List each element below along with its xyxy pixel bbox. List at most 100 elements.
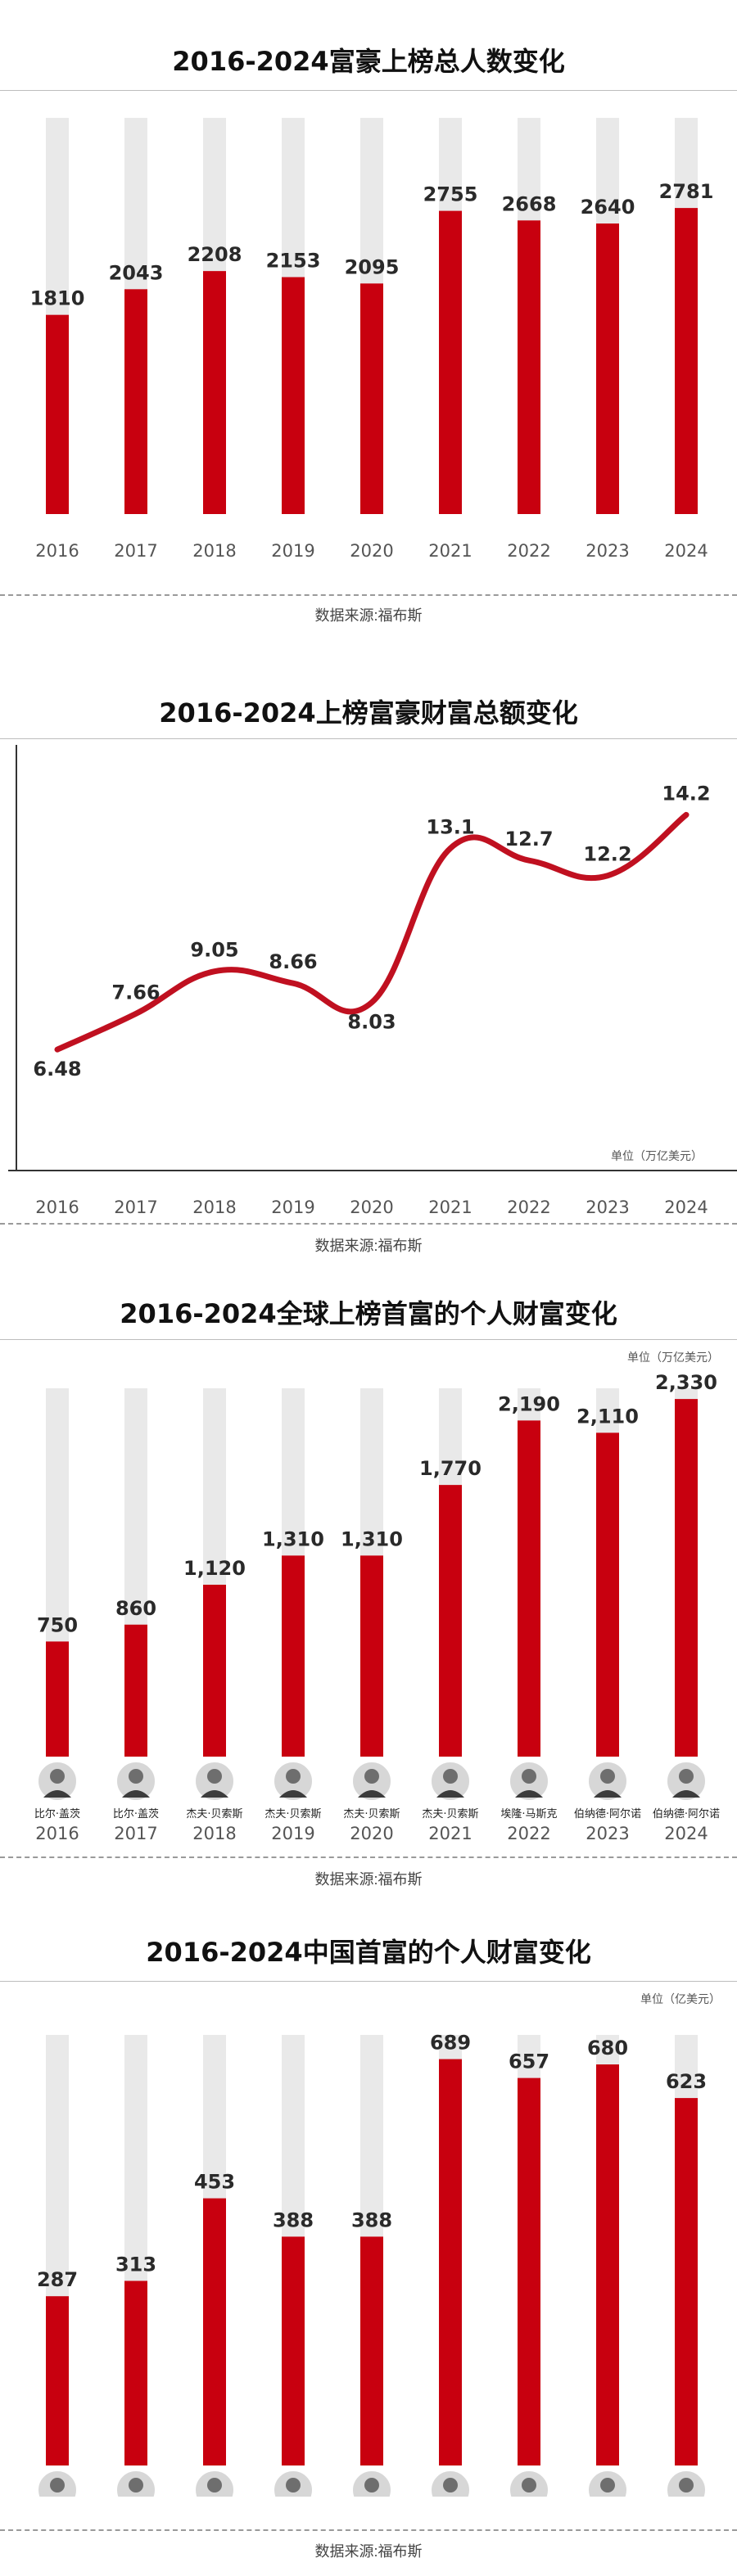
data-label: 1,770 — [419, 1457, 482, 1480]
x-tick-label: 2023 — [586, 541, 629, 561]
portrait-body-icon — [201, 1790, 228, 1798]
source-note: 数据来源:福布斯 — [314, 607, 423, 624]
unit-label: 单位（亿美元） — [640, 1992, 721, 2005]
data-label: 287 — [37, 2268, 78, 2291]
x-tick-label: 2016 — [35, 1198, 79, 1217]
person-name: 埃隆·马斯克 — [500, 1808, 557, 1820]
bar — [439, 2059, 462, 2465]
series-line — [54, 811, 690, 1053]
x-tick-label: 2024 — [664, 541, 708, 561]
bar — [518, 220, 540, 514]
portrait-head-icon — [600, 1769, 615, 1784]
bar — [439, 210, 462, 514]
data-label: 689 — [430, 2032, 471, 2055]
portrait-head-icon — [50, 1769, 65, 1784]
data-label: 2208 — [188, 243, 242, 266]
data-label: 2781 — [659, 180, 714, 203]
portrait-head-icon — [207, 1769, 222, 1784]
bar — [518, 2077, 540, 2465]
person-name: 杰夫·贝索斯 — [265, 1808, 321, 1820]
chart-china-richest: 2016-2024中国首富的个人财富变化 单位（亿美元） 287王健林20163… — [0, 1891, 737, 2576]
x-tick-label: 2024 — [664, 1198, 708, 1217]
chart-total-wealth: 2016-2024上榜富豪财富总额变化 6.48 7.66 9.05 8.66 8.03… — [0, 630, 737, 1261]
bar — [596, 223, 619, 514]
x-tick-label: 2022 — [507, 1198, 550, 1217]
portrait-head-icon — [522, 1769, 536, 1784]
chart-title: 2016-2024上榜富豪财富总额变化 — [159, 697, 578, 729]
person-name: 杰夫·贝索斯 — [186, 1808, 242, 1820]
data-label: 453 — [194, 2171, 235, 2194]
bar — [46, 2296, 69, 2465]
bar — [518, 1420, 540, 1757]
bar — [675, 208, 698, 515]
x-tick-label: 2021 — [428, 1824, 472, 1843]
x-tick-label: 2020 — [350, 1824, 393, 1843]
data-label: 680 — [587, 2037, 628, 2059]
x-tick-label: 2023 — [586, 1198, 629, 1217]
data-label: 2,190 — [498, 1392, 560, 1415]
source-divider — [0, 594, 737, 596]
x-tick-label: 2022 — [507, 1824, 550, 1843]
data-label: 14.2 — [662, 782, 710, 805]
data-label: 313 — [115, 2253, 156, 2276]
data-label: 7.66 — [111, 981, 160, 1004]
x-tick-label: 2022 — [507, 541, 550, 561]
source-divider — [0, 2529, 737, 2531]
source-divider — [0, 1856, 737, 1858]
source-note: 数据来源:福布斯 — [314, 1238, 423, 1254]
chart-title: 2016-2024中国首富的个人财富变化 — [146, 1937, 591, 1968]
title-divider — [0, 738, 737, 739]
bar — [596, 2064, 619, 2465]
bar — [124, 1624, 147, 1757]
data-label: 657 — [509, 2050, 549, 2073]
bar-chart-plot: 750 比尔·盖茨 2016 860 比尔·盖茨 2017 1,120 杰夫·贝索斯 2018 1… — [34, 1371, 720, 1843]
title-divider — [0, 90, 737, 91]
bar — [675, 2098, 698, 2465]
bar — [203, 2198, 226, 2465]
source-note: 数据来源:福布斯 — [314, 2543, 423, 2560]
x-tick-label: 2023 — [586, 1824, 629, 1843]
x-tick-label: 2018 — [192, 1198, 236, 1217]
portrait-head-icon — [522, 2478, 536, 2493]
line-chart-plot: 6.48 7.66 9.05 8.66 8.03 13.1 12.7 12.2 14.2 2016… — [8, 745, 737, 1217]
person-name: 伯纳德·阿尔诺 — [574, 1808, 641, 1820]
portrait-body-icon — [358, 1790, 386, 1798]
data-label: 2,330 — [655, 1371, 717, 1394]
x-tick-label: 2017 — [114, 541, 157, 561]
x-tick-label: 2019 — [271, 1198, 314, 1217]
x-tick-label: 2018 — [192, 1824, 236, 1843]
data-label: 2,110 — [576, 1405, 639, 1428]
data-label: 388 — [351, 2208, 392, 2231]
data-label: 12.7 — [504, 828, 553, 850]
person-name: 比尔·盖茨 — [34, 1808, 80, 1820]
x-tick-label: 2017 — [114, 1198, 157, 1217]
x-tick-label: 2016 — [35, 541, 79, 561]
bar — [282, 1555, 305, 1757]
data-label: 1,310 — [262, 1527, 324, 1550]
data-label: 860 — [115, 1597, 156, 1620]
bar — [439, 1485, 462, 1757]
portrait-body-icon — [43, 1790, 71, 1798]
portrait-body-icon — [122, 1790, 150, 1798]
bar — [203, 1585, 226, 1757]
portrait-body-icon — [594, 1790, 622, 1798]
portrait-body-icon — [515, 1790, 543, 1798]
portrait-head-icon — [364, 1769, 379, 1784]
portrait-head-icon — [50, 2478, 65, 2493]
data-label: 1,310 — [341, 1527, 403, 1550]
person-name: 伯纳德·阿尔诺 — [653, 1808, 720, 1820]
bar — [46, 314, 69, 514]
data-label: 2043 — [109, 261, 164, 284]
bar — [124, 2281, 147, 2465]
title-divider — [0, 1339, 737, 1340]
data-label: 1810 — [30, 287, 85, 310]
bar — [46, 1641, 69, 1757]
chart-world-richest: 2016-2024全球上榜首富的个人财富变化 单位（万亿美元） 750 比尔·盖茨… — [0, 1261, 737, 1891]
portrait-body-icon — [436, 1790, 464, 1798]
bar — [124, 289, 147, 514]
x-tick-label: 2016 — [35, 1824, 79, 1843]
x-tick-label: 2021 — [428, 541, 472, 561]
portrait-head-icon — [600, 2478, 615, 2493]
data-label: 388 — [273, 2208, 314, 2231]
data-label: 9.05 — [190, 939, 238, 962]
